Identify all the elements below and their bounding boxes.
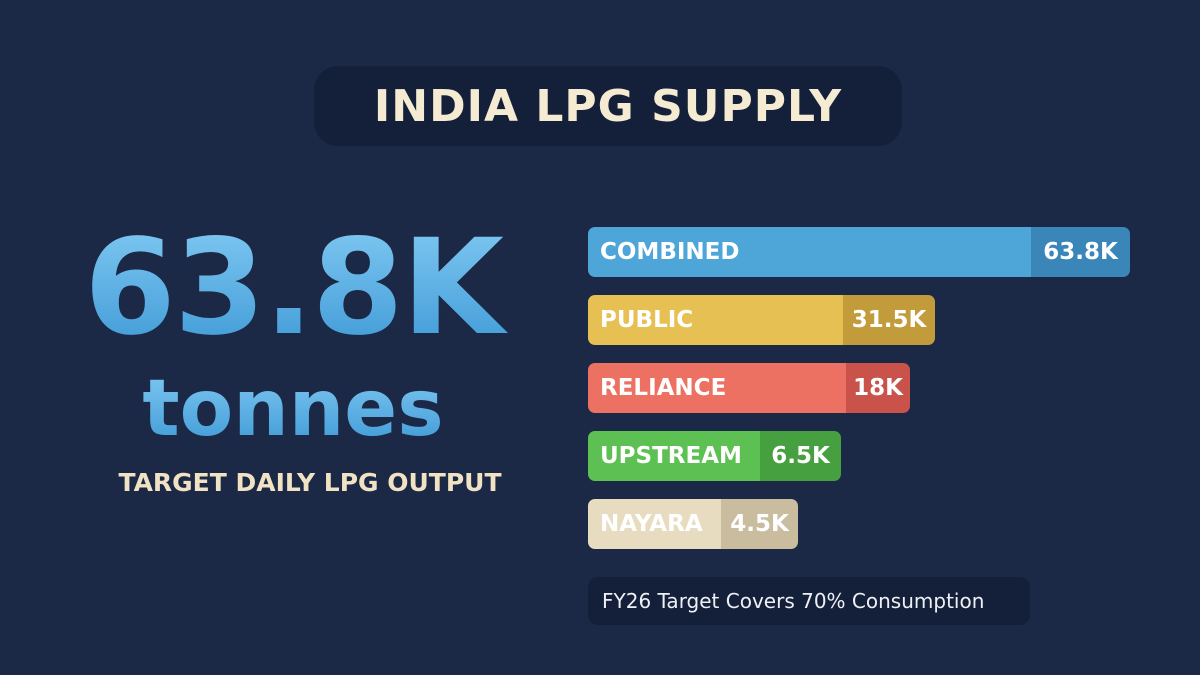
- bar-row: RELIANCE 18K: [588, 363, 910, 413]
- headline-unit: tonnes: [40, 370, 546, 448]
- bar-label: NAYARA: [588, 499, 721, 549]
- bar-row: NAYARA 4.5K: [588, 499, 798, 549]
- bar-label: RELIANCE: [588, 363, 846, 413]
- bar-value: 4.5K: [721, 499, 798, 549]
- bar-row: PUBLIC 31.5K: [588, 295, 935, 345]
- headline-value: 63.8K: [40, 222, 546, 354]
- bar-label: COMBINED: [588, 227, 1031, 277]
- bar-label: UPSTREAM: [588, 431, 760, 481]
- bar-value: 18K: [846, 363, 910, 413]
- breakdown: COMBINED 63.8K PUBLIC 31.5K RELIANCE 18K UPSTR…: [588, 227, 1130, 567]
- bar-label: PUBLIC: [588, 295, 843, 345]
- title: INDIA LPG SUPPLY: [314, 66, 902, 146]
- bar-value: 63.8K: [1031, 227, 1130, 277]
- bar-row: COMBINED 63.8K: [588, 227, 1130, 277]
- bar-value: 6.5K: [760, 431, 841, 481]
- bar-value: 31.5K: [843, 295, 935, 345]
- headline-caption: TARGET DAILY LPG OUTPUT: [118, 468, 502, 497]
- note: FY26 Target Covers 70% Consumption: [588, 577, 1030, 625]
- bar-row: UPSTREAM 6.5K: [588, 431, 841, 481]
